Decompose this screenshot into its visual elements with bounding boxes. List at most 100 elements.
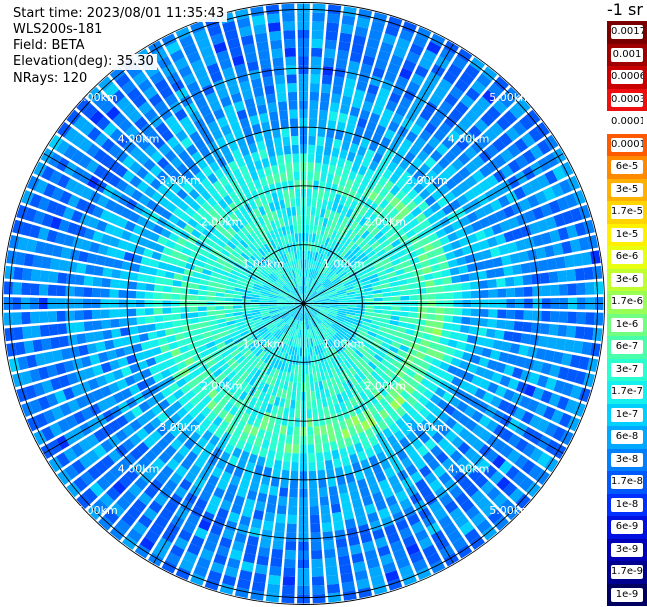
ppi-ray [16, 204, 304, 304]
ppi-cell [261, 67, 273, 78]
ppi-cell [357, 370, 367, 381]
colorbar-swatch: 1.7e-7 [607, 381, 647, 404]
ppi-cell [265, 592, 280, 603]
range-ring-label: 5.00km [76, 504, 118, 517]
ppi-cell [514, 310, 524, 320]
ppi-cell [216, 314, 226, 320]
ppi-cell [382, 382, 393, 393]
ppi-cell [194, 67, 208, 81]
ppi-cell [269, 367, 277, 377]
ppi-cell [260, 328, 269, 336]
ppi-ray [303, 303, 599, 373]
ppi-cell [272, 539, 284, 550]
ppi-cell [339, 420, 348, 431]
ppi-cell [233, 100, 245, 112]
ppi-cell [353, 192, 362, 203]
ppi-cell [561, 382, 574, 397]
ppi-cell [215, 458, 227, 471]
ppi-cell [332, 84, 343, 96]
range-ring-labels: 1.00km1.00km1.00km1.00km2.00km2.00km2.00… [76, 91, 531, 517]
ppi-cell [360, 324, 370, 331]
ppi-cell [190, 534, 205, 548]
ppi-cell [169, 49, 185, 63]
ppi-cell [310, 215, 315, 225]
ppi-cell [455, 368, 467, 379]
ppi-cell [475, 261, 486, 271]
ppi-cell [298, 365, 302, 375]
ppi-cell [307, 250, 311, 260]
ppi-cell [308, 461, 316, 472]
ppi-cell [254, 564, 268, 575]
ppi-cell [253, 389, 262, 399]
ppi-cell [313, 224, 318, 235]
ppi-cell [242, 289, 252, 294]
ppi-cell [137, 324, 148, 334]
range-ring-label: 3.00km [406, 421, 448, 434]
ppi-cell [30, 311, 40, 324]
ppi-cell [433, 278, 444, 286]
ppi-cell [306, 311, 311, 321]
ppi-cell [247, 274, 257, 281]
ppi-cell [223, 230, 233, 241]
ppi-cell [483, 226, 495, 238]
ppi-cell [458, 215, 471, 227]
ppi-cell [339, 273, 349, 281]
ppi-cell [303, 294, 306, 304]
ppi-cell [411, 206, 423, 218]
ppi-cell [401, 223, 413, 234]
ppi-cell [308, 310, 315, 318]
ppi-cell [455, 341, 467, 351]
ppi-cell [266, 345, 274, 355]
ppi-cell [427, 382, 439, 393]
range-ring-label: 4.00km [118, 133, 160, 146]
ppi-cell [284, 335, 290, 345]
ppi-cell [220, 270, 230, 277]
ppi-cell [242, 313, 252, 318]
ppi-cell [160, 209, 173, 220]
ppi-cell [242, 310, 252, 315]
ppi-cell [216, 318, 227, 324]
ppi-cell [372, 152, 383, 164]
ppi-cell [171, 313, 181, 321]
ppi-cell [395, 519, 409, 532]
ppi-cell [223, 401, 234, 413]
ppi-cell [466, 263, 477, 273]
ppi-cell [67, 194, 81, 208]
ppi-cell [277, 306, 287, 310]
ppi-cell [228, 345, 238, 354]
ppi-cell [187, 256, 198, 265]
ppi-cell [556, 396, 570, 411]
ppi-cell [417, 313, 427, 320]
ppi-cell [583, 266, 594, 281]
ppi-cell [492, 257, 503, 268]
ppi-cell [239, 117, 251, 129]
ppi-cell [491, 223, 503, 235]
ppi-cell [271, 260, 279, 269]
ppi-cell [304, 259, 307, 269]
ppi-cell [228, 455, 239, 467]
ppi-cell [223, 104, 235, 116]
ppi-cell [92, 230, 104, 243]
ppi-cell [291, 144, 299, 154]
ppi-cell [364, 233, 374, 243]
ppi-cell [331, 147, 340, 158]
ppi-cell [378, 507, 391, 520]
ppi-cell [250, 366, 259, 376]
ppi-cell [523, 310, 533, 321]
ppi-cell [586, 357, 599, 373]
ppi-cell [355, 310, 365, 315]
ppi-cell [273, 283, 282, 290]
ppi-cell [532, 360, 544, 373]
ppi-cell [383, 337, 393, 345]
ppi-cell [202, 331, 212, 339]
ppi-cell [347, 407, 357, 418]
ppi-cell [391, 153, 403, 165]
ppi-cell [255, 95, 266, 106]
ppi-cell [278, 308, 287, 313]
ppi-cell [179, 478, 192, 492]
ppi-cell [393, 384, 404, 395]
ppi-cell [372, 380, 383, 391]
ppi-cell [552, 351, 564, 365]
ppi-cell [144, 449, 158, 463]
ppi-cell [239, 330, 250, 337]
